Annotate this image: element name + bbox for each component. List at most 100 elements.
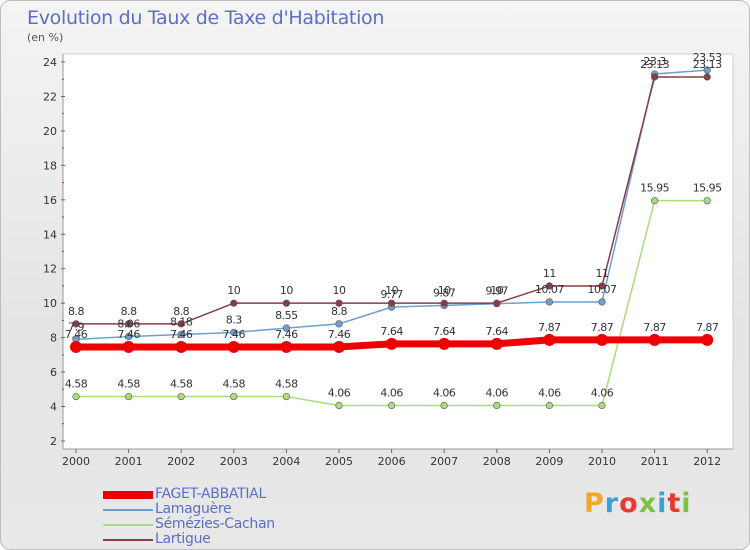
data-point — [124, 333, 133, 341]
chart-title: Evolution du Taux de Taxe d'Habitation — [27, 7, 385, 29]
data-label: 10 — [438, 284, 451, 297]
data-label: 4.58 — [275, 378, 298, 391]
data-point — [598, 401, 606, 410]
data-point — [175, 340, 188, 353]
data-point — [282, 392, 291, 401]
data-label: 4.06 — [538, 387, 561, 400]
y-tick-label: 20 — [43, 125, 57, 138]
data-label: 7.87 — [591, 321, 614, 334]
data-label: 23.13 — [693, 58, 722, 71]
data-point — [648, 333, 661, 346]
logo-letter: i — [657, 488, 668, 519]
data-label: 9.87 — [433, 286, 456, 299]
x-tick-label: 2007 — [430, 455, 458, 468]
data-point — [440, 401, 448, 410]
data-point — [230, 392, 238, 401]
data-label: 10 — [333, 284, 346, 297]
data-label: 7.64 — [486, 325, 509, 338]
data-point — [493, 401, 501, 410]
x-tick-label: 2011 — [641, 455, 669, 468]
data-label: 4.06 — [328, 387, 351, 400]
data-point — [280, 340, 293, 353]
data-label: 8.8 — [121, 305, 137, 318]
legend-label: Lamaguère — [155, 501, 232, 517]
x-tick-label: 2006 — [378, 455, 406, 468]
data-label: 8.18 — [170, 316, 193, 329]
data-point — [122, 340, 135, 353]
data-point — [177, 330, 185, 339]
data-point — [230, 299, 238, 307]
data-label: 4.58 — [170, 378, 193, 391]
y-tick-label: 10 — [43, 297, 57, 310]
data-point — [545, 282, 554, 290]
data-label: 8.8 — [331, 305, 347, 318]
data-label: 10.07 — [588, 283, 617, 296]
data-label: 9.77 — [380, 288, 403, 301]
legend-label: Sémézies-Cachan — [155, 516, 275, 532]
data-label: 7.46 — [117, 328, 140, 341]
data-point — [438, 337, 451, 350]
data-point — [282, 299, 291, 307]
x-tick-label: 2002 — [167, 455, 195, 468]
x-tick-label: 2001 — [115, 455, 143, 468]
legend-label: Lartigue — [155, 531, 211, 547]
data-label: 10 — [385, 284, 398, 297]
data-point — [545, 401, 554, 410]
logo-letter: o — [619, 488, 639, 519]
data-point — [650, 197, 659, 205]
data-label: 8.3 — [226, 313, 242, 326]
chart-subtitle: (en %) — [27, 31, 64, 44]
data-label: 4.06 — [486, 387, 509, 400]
data-label: 8.8 — [173, 305, 189, 318]
data-point — [124, 320, 133, 328]
data-point — [124, 392, 133, 401]
data-point — [177, 392, 185, 401]
proxiti-logo: Proxiti — [584, 488, 692, 519]
data-label: 4.58 — [223, 378, 246, 391]
x-tick-label: 2005 — [325, 455, 353, 468]
data-label: 4.06 — [591, 387, 614, 400]
data-label: 4.06 — [380, 387, 403, 400]
data-label: 7.87 — [696, 321, 719, 334]
data-label: 23.13 — [640, 58, 669, 71]
legend-swatch — [103, 524, 153, 526]
data-label: 10 — [227, 284, 240, 297]
data-point — [333, 340, 345, 353]
logo-letter: t — [667, 488, 682, 519]
data-label: 9.97 — [486, 285, 509, 298]
data-label: 7.46 — [275, 328, 298, 341]
data-label: 4.58 — [65, 378, 88, 391]
data-label: 7.87 — [643, 321, 666, 334]
plot-area — [62, 53, 734, 450]
data-label: 7.64 — [433, 325, 456, 338]
y-tick-label: 4 — [50, 401, 57, 414]
data-point — [177, 320, 185, 328]
data-point — [72, 392, 80, 401]
data-label: 7.46 — [65, 328, 88, 341]
x-tick-label: 2009 — [535, 455, 563, 468]
data-label: 7.64 — [380, 325, 403, 338]
data-point — [282, 324, 291, 332]
data-point — [72, 320, 80, 328]
data-point — [701, 333, 714, 346]
data-point — [388, 401, 396, 410]
logo-letter: i — [681, 488, 692, 519]
y-tick-label: 6 — [50, 366, 57, 379]
data-point — [335, 299, 343, 307]
data-label: 10 — [280, 284, 293, 297]
data-label: 4.06 — [433, 387, 456, 400]
data-point — [70, 340, 82, 353]
x-tick-label: 2008 — [483, 455, 511, 468]
legend-label: FAGET-ABBATIAL — [155, 486, 266, 502]
legend-swatch — [103, 509, 153, 511]
legend-swatch — [103, 539, 153, 541]
y-tick-label: 16 — [43, 194, 57, 207]
y-tick-label: 14 — [43, 228, 57, 241]
x-tick-label: 2000 — [62, 455, 90, 468]
data-label: 7.46 — [328, 328, 351, 341]
y-tick-label: 18 — [43, 159, 57, 172]
data-label: 11 — [543, 267, 556, 280]
data-point — [227, 340, 240, 353]
data-label: 23.3 — [643, 55, 666, 68]
y-tick-label: 12 — [43, 263, 57, 276]
